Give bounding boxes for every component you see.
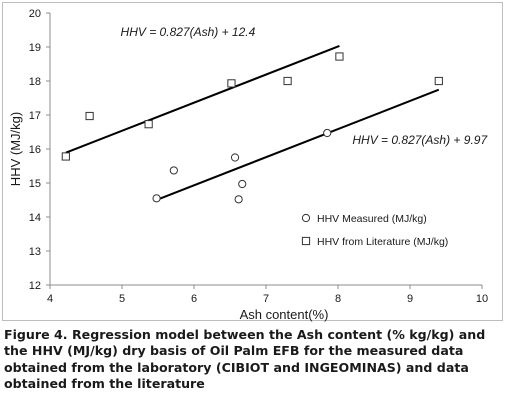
regression-line <box>156 88 440 201</box>
measured-point <box>238 179 247 189</box>
x-tick-label: 7 <box>263 293 269 305</box>
regression-lines <box>65 44 440 201</box>
regression-line <box>65 44 340 154</box>
legend-marker-square <box>301 236 311 246</box>
x-tick-label: 10 <box>476 293 488 305</box>
y-tick-label: 13 <box>29 246 41 258</box>
y-tick-label: 12 <box>29 280 41 292</box>
literature-point <box>283 76 292 86</box>
x-tick-label: 6 <box>191 293 197 305</box>
measured-point <box>169 166 178 175</box>
y-axis-title: HHV (MJ/kg) <box>8 112 23 186</box>
y-tick-label: 20 <box>29 8 41 20</box>
legend: HHV Measured (MJ/kg) HHV from Literature … <box>301 213 448 248</box>
regression-equation: HHV = 0.827(Ash) + 12.4 <box>121 25 256 39</box>
y-tick-label: 16 <box>29 144 41 156</box>
literature-point <box>144 120 153 129</box>
literature-point <box>227 79 236 88</box>
regression-equation: HHV = 0.827(Ash) + 9.97 <box>352 133 488 147</box>
x-axis-title: Ash content(%) <box>240 307 329 322</box>
literature-point <box>61 152 70 161</box>
chart: 4 5 6 7 8 9 10 12 13 14 15 16 17 18 19 20 Ash content(%)… <box>8 8 488 322</box>
x-tick-label: 9 <box>407 293 413 305</box>
data-points <box>61 52 443 204</box>
y-tick-label: 17 <box>29 110 41 122</box>
literature-point <box>85 111 94 121</box>
measured-point <box>152 194 161 203</box>
axes <box>46 12 483 289</box>
legend-label: HHV Measured (MJ/kg) <box>317 213 427 225</box>
y-tick-label: 18 <box>29 76 41 88</box>
measured-point <box>323 128 332 138</box>
chart-text: 4 5 6 7 8 9 10 12 13 14 15 16 17 18 19 20 Ash content(%)… <box>8 8 488 322</box>
x-tick-label: 5 <box>119 293 125 305</box>
figure-frame: 4 5 6 7 8 9 10 12 13 14 15 16 17 18 19 20 Ash content(%)… <box>2 2 503 322</box>
literature-point <box>434 76 443 86</box>
y-tick-label: 19 <box>29 42 41 54</box>
figure-caption: Figure 4. Regression model between the A… <box>4 327 486 391</box>
y-tick-label: 14 <box>29 212 41 224</box>
measured-point <box>230 153 240 162</box>
x-tick-label: 8 <box>335 293 341 305</box>
legend-label: HHV from Literature (MJ/kg) <box>317 236 448 248</box>
literature-point <box>335 52 344 61</box>
measured-point <box>234 195 243 204</box>
x-tick-label: 4 <box>47 293 53 305</box>
legend-marker-circle <box>301 213 311 223</box>
y-tick-label: 15 <box>29 178 41 190</box>
